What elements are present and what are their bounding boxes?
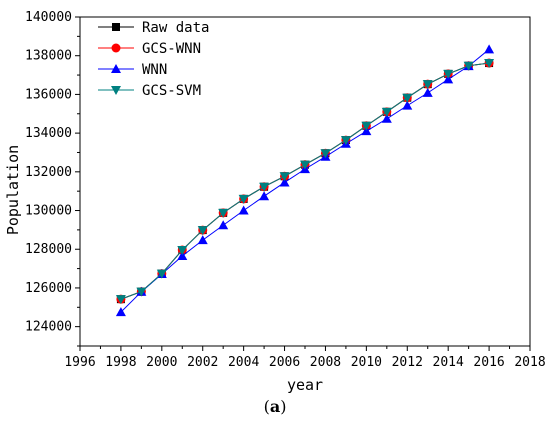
series-2-point-2006 <box>279 177 290 187</box>
caption-open: ( <box>263 397 270 416</box>
series-3-point-2004 <box>238 194 249 204</box>
x-tick-label-2004: 2004 <box>228 355 259 370</box>
y-tick-label-136000: 136000 <box>25 87 72 102</box>
y-axis-title: Population <box>4 145 22 235</box>
series-3-point-2012 <box>402 93 413 103</box>
series-layer <box>115 44 495 317</box>
legend-label-3: GCS-SVM <box>142 83 201 99</box>
y-tick-label-126000: 126000 <box>25 281 72 296</box>
series-3-point-2008 <box>320 149 331 159</box>
series-3-point-2009 <box>340 136 351 146</box>
x-tick-label-1996: 1996 <box>64 355 95 370</box>
y-tick-label-130000: 130000 <box>25 204 72 219</box>
x-tick-label-2008: 2008 <box>310 355 341 370</box>
caption-close: ) <box>280 397 287 416</box>
series-3 <box>115 59 495 305</box>
y-tick-label-138000: 138000 <box>25 49 72 64</box>
x-tick-label-2010: 2010 <box>351 355 382 370</box>
series-3-point-2006 <box>279 172 290 182</box>
x-tick-label-2018: 2018 <box>514 355 545 370</box>
legend-label-1: GCS-WNN <box>142 41 201 57</box>
series-3-point-2000 <box>156 269 167 279</box>
series-2-point-2012 <box>402 100 413 110</box>
series-3-point-2005 <box>259 182 270 192</box>
legend-label-2: WNN <box>142 62 167 78</box>
x-axis-ticks: 1996 1998 2000 2002 2004 2006 2008 2010 2012 2014… <box>64 346 546 370</box>
legend-marker-1 <box>111 43 121 53</box>
legend-marker-2 <box>111 64 121 73</box>
legend-marker-3 <box>111 86 121 95</box>
y-tick-label-140000: 140000 <box>25 10 72 25</box>
series-2-point-2013 <box>422 87 433 97</box>
x-tick-label-2002: 2002 <box>187 355 218 370</box>
series-2-point-2003 <box>218 220 229 230</box>
x-axis-title: year <box>287 376 323 394</box>
series-2-point-1998 <box>115 307 126 317</box>
series-2-point-2016 <box>484 44 495 54</box>
figure-caption: (a) <box>0 397 550 416</box>
series-3-point-1999 <box>136 287 147 297</box>
series-2-point-2001 <box>177 251 188 261</box>
y-tick-label-132000: 132000 <box>25 165 72 180</box>
series-3-point-2007 <box>300 160 310 170</box>
series-3-point-1998 <box>115 295 126 305</box>
y-tick-label-124000: 124000 <box>25 320 72 335</box>
caption-letter: a <box>269 397 281 416</box>
series-3-point-2002 <box>197 226 208 236</box>
x-tick-label-2016: 2016 <box>473 355 504 370</box>
series-3-point-2011 <box>381 107 392 117</box>
legend-label-0: Raw data <box>142 20 209 36</box>
y-axis-ticks: 124000 126000 128000 130000 132000 134000 1360… <box>25 10 80 347</box>
x-tick-label-1998: 1998 <box>105 355 136 370</box>
series-2-point-2011 <box>381 113 392 123</box>
series-3-point-2013 <box>422 80 433 90</box>
series-2-point-2002 <box>197 235 208 245</box>
x-tick-label-2012: 2012 <box>392 355 423 370</box>
x-tick-label-2006: 2006 <box>269 355 300 370</box>
legend: Raw data GCS-WNN WNN GCS-SVM <box>98 20 209 99</box>
series-2-point-2004 <box>238 205 249 215</box>
series-3-point-2015 <box>463 61 474 71</box>
series-2-point-2005 <box>259 191 270 201</box>
legend-marker-0 <box>112 23 120 31</box>
y-tick-label-134000: 134000 <box>25 126 72 141</box>
y-tick-label-128000: 128000 <box>25 242 72 257</box>
x-tick-label-2014: 2014 <box>433 355 464 370</box>
series-3-point-2016 <box>484 59 495 69</box>
population-chart: 1996 1998 2000 2002 2004 2006 2008 2010 2012 2014… <box>4 10 546 394</box>
x-tick-label-2000: 2000 <box>146 355 177 370</box>
series-3-point-2003 <box>218 208 229 218</box>
series-3-point-2010 <box>361 121 372 131</box>
series-3-point-2001 <box>177 246 188 256</box>
series-3-point-2014 <box>443 69 454 79</box>
